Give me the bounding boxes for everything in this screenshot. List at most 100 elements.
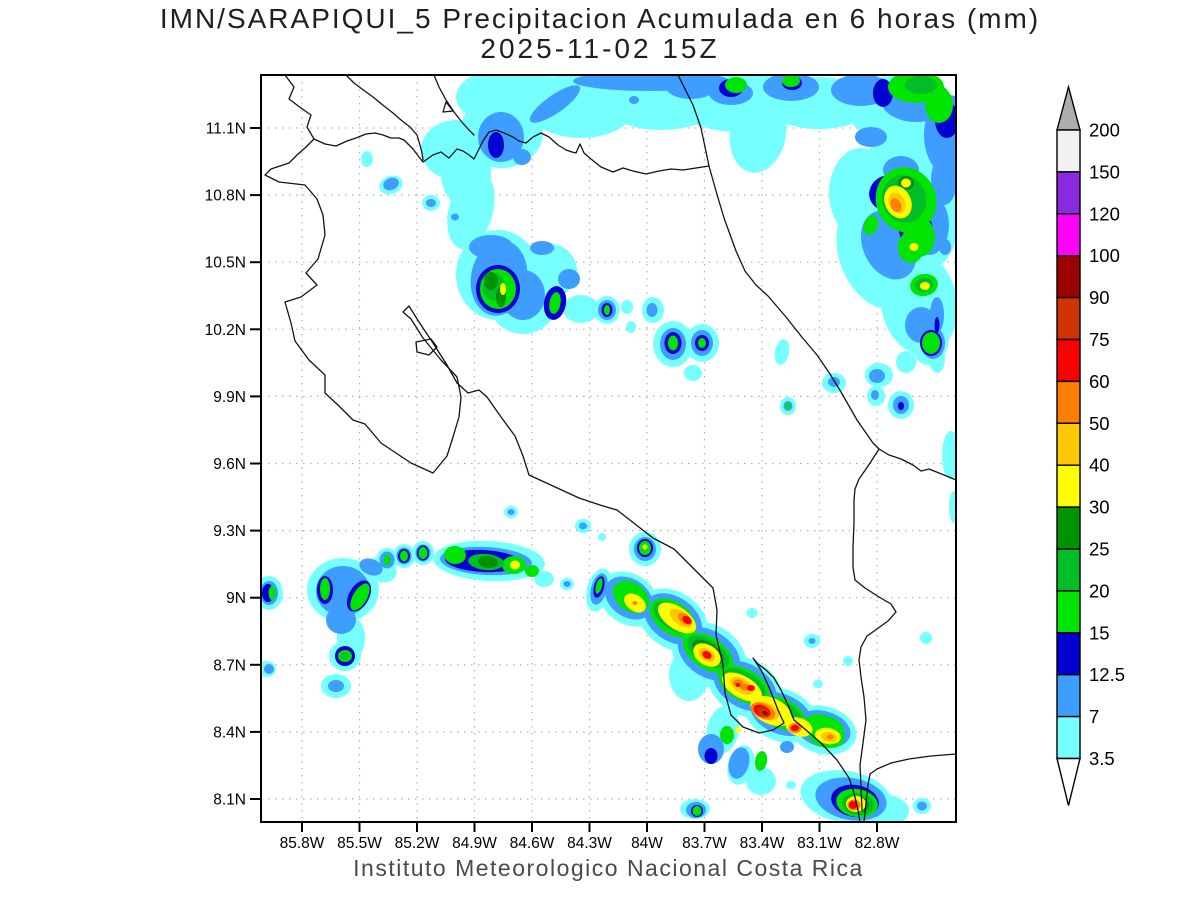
colorbar-segment: [1056, 548, 1081, 592]
precip-contour: [791, 725, 799, 731]
x-axis-tick-label: 84.3W: [567, 835, 612, 852]
precip-contour: [326, 606, 356, 634]
precip-contour: [447, 170, 495, 250]
precip-contour: [513, 149, 531, 165]
x-axis-tick-label: 84.6W: [510, 835, 555, 852]
precip-contour: [869, 369, 885, 383]
precip-contour: [746, 767, 776, 795]
precip-contour: [563, 581, 571, 587]
y-axis-tick-label: 10.8N: [205, 188, 246, 205]
precip-contour: [268, 586, 276, 600]
precip-contour: [621, 300, 633, 314]
precip-contour: [350, 583, 370, 611]
precip-contour: [646, 303, 658, 317]
colorbar-label: 12.5: [1089, 664, 1125, 685]
colorbar-segment: [1056, 254, 1081, 299]
colorbar-segment: [1056, 338, 1081, 383]
coastline: [852, 448, 897, 811]
precip-contour: [529, 85, 581, 123]
colorbar-legend: 200 150 120 100 90 75 60 50 40 30 25 20 15 12.5 7 3.5: [1056, 84, 1125, 806]
colorbar-label: 25: [1089, 539, 1110, 560]
precip-contour: [549, 292, 561, 314]
precip-contour: [774, 339, 790, 365]
precip-contour: [746, 608, 758, 618]
precip-contour: [383, 177, 399, 191]
precip-contour: [901, 178, 911, 188]
precip-contour: [735, 683, 741, 687]
precip-contour: [484, 272, 498, 290]
precip-contour: [400, 550, 408, 562]
coastline: [863, 753, 956, 822]
precip-contour: [863, 215, 879, 235]
colorbar-label: 120: [1089, 203, 1120, 224]
precip-contour: [942, 431, 956, 479]
precip-contour: [855, 127, 887, 147]
colorbar-label: 200: [1089, 120, 1120, 141]
y-axis-tick-label: 11.1N: [206, 121, 246, 138]
precip-contour: [682, 615, 692, 625]
precip-contour: [698, 338, 706, 348]
coastline: [313, 129, 710, 175]
colorbar-label: 75: [1089, 329, 1110, 350]
precip-contour: [500, 283, 506, 295]
precip-contour: [579, 522, 587, 530]
precip-contour: [626, 321, 636, 333]
colorbar-segment: [1056, 171, 1081, 215]
colorbar-label: 15: [1089, 622, 1110, 643]
colorbar-segment: [1056, 422, 1081, 466]
x-axis-tick-label: 83.1W: [797, 835, 842, 852]
coastline: [264, 75, 861, 822]
precip-contour: [786, 781, 796, 789]
y-axis-tick-label: 8.4N: [213, 724, 246, 741]
precip-contour: [826, 734, 834, 740]
precip-contour: [328, 680, 344, 692]
precip-contour: [666, 75, 716, 99]
coastline: [442, 101, 454, 113]
colorbar-segment: [1056, 506, 1081, 550]
x-axis-tick-label: 82.8W: [855, 835, 900, 852]
colorbar-label: 150: [1089, 161, 1120, 182]
precip-contour: [828, 377, 840, 387]
x-axis-tick-label: 84W: [631, 835, 663, 852]
colorbar-under-arrow: [1056, 757, 1081, 806]
precip-contour: [692, 806, 702, 816]
axis-ticks-and-labels: 85.8W 85.5W 85.2W 84.9W 84.6W 84.3W 84W 83.7W 83…: [205, 121, 900, 853]
y-axis-tick-label: 9.3N: [213, 523, 246, 540]
precip-contour: [782, 75, 800, 87]
colorbar-label: 20: [1089, 580, 1110, 601]
x-axis-tick-label: 85.8W: [280, 835, 325, 852]
colorbar-label: 7: [1089, 706, 1099, 727]
coastline: [433, 75, 475, 136]
precip-contour: [361, 151, 373, 167]
precip-contour: [488, 132, 504, 158]
precip-contour: [871, 390, 879, 400]
y-axis-tick-label: 10.2N: [205, 322, 246, 339]
precip-contour: [920, 282, 930, 290]
precip-contour: [478, 555, 498, 569]
coastline: [677, 75, 956, 481]
coastline: [415, 338, 438, 356]
x-axis-tick-label: 84.9W: [452, 835, 497, 852]
plot-area: [261, 75, 956, 822]
precip-contour: [359, 558, 383, 576]
y-axis-tick-label: 9N: [226, 590, 246, 607]
precip-contour: [905, 76, 937, 94]
colorbar-segment: [1056, 380, 1081, 424]
precip-contour: [604, 305, 610, 315]
precip-contour: [418, 547, 428, 559]
colorbar-label: 100: [1089, 245, 1120, 266]
colorbar-label: 3.5: [1089, 748, 1115, 769]
precip-contour: [684, 365, 702, 381]
x-axis-tick-label: 83.4W: [740, 835, 785, 852]
precip-contour: [729, 93, 787, 173]
precip-contour: [702, 651, 712, 659]
precip-contour: [939, 239, 951, 255]
precip-contour: [734, 727, 742, 733]
precip-contour: [510, 560, 520, 570]
precip-contour: [890, 198, 902, 212]
precip-contour: [808, 638, 816, 644]
y-axis-tick-label: 8.7N: [213, 657, 246, 674]
precip-contour: [444, 545, 466, 565]
precip-contour: [725, 77, 747, 93]
